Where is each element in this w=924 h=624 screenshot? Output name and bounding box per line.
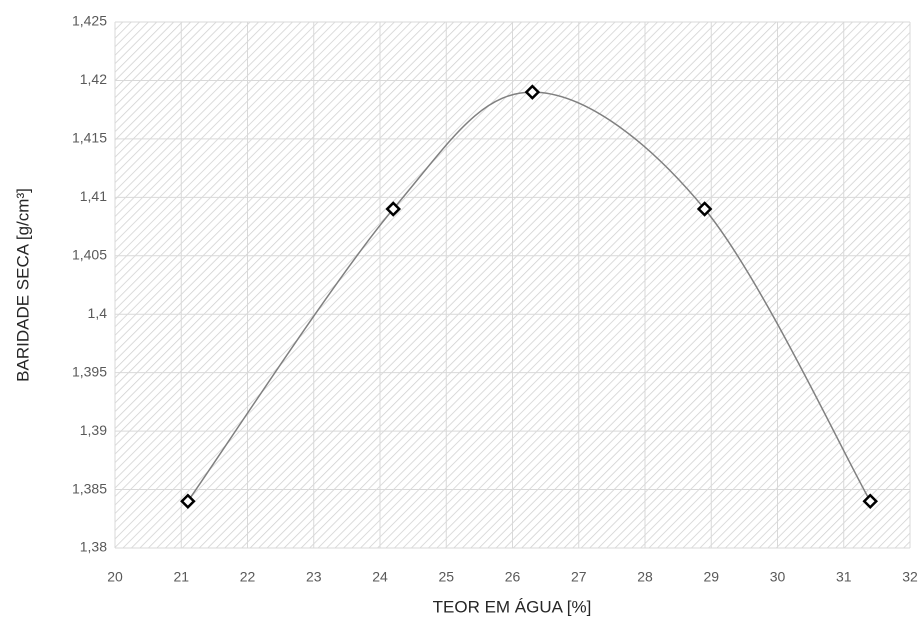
y-tick-label: 1,425 bbox=[72, 13, 107, 29]
y-tick-label: 1,38 bbox=[80, 539, 107, 555]
y-tick-label: 1,415 bbox=[72, 130, 107, 146]
marker bbox=[696, 201, 713, 217]
y-tick-label: 1,39 bbox=[80, 422, 107, 438]
y-tick-label: 1,405 bbox=[72, 246, 107, 262]
marker bbox=[180, 493, 196, 510]
x-tick-label: 26 bbox=[505, 569, 521, 585]
x-tick-label: 30 bbox=[770, 569, 786, 585]
x-tick-label: 20 bbox=[107, 569, 123, 585]
y-tick-label: 1,42 bbox=[80, 71, 107, 87]
y-tick-label: 1,41 bbox=[80, 188, 107, 204]
x-tick-label: 22 bbox=[240, 569, 256, 585]
marker bbox=[524, 84, 541, 100]
x-tick-label: 24 bbox=[372, 569, 388, 585]
x-axis-title: TEOR EM ÁGUA [%] bbox=[433, 597, 592, 616]
x-tick-label: 31 bbox=[836, 569, 852, 585]
marker bbox=[862, 493, 879, 510]
x-tick-label: 23 bbox=[306, 569, 322, 585]
x-tick-label: 27 bbox=[571, 569, 587, 585]
x-tick-label: 29 bbox=[703, 569, 719, 585]
y-tick-label: 1,385 bbox=[72, 480, 107, 496]
x-tick-label: 32 bbox=[902, 569, 918, 585]
y-axis-title: BARIDADE SECA [g/cm³] bbox=[13, 188, 32, 382]
y-tick-label: 1,4 bbox=[88, 305, 108, 321]
marker bbox=[385, 201, 402, 217]
y-tick-label: 1,395 bbox=[72, 363, 107, 379]
x-tick-label: 21 bbox=[173, 569, 189, 585]
x-tick-label: 25 bbox=[438, 569, 454, 585]
x-tick-label: 28 bbox=[637, 569, 653, 585]
